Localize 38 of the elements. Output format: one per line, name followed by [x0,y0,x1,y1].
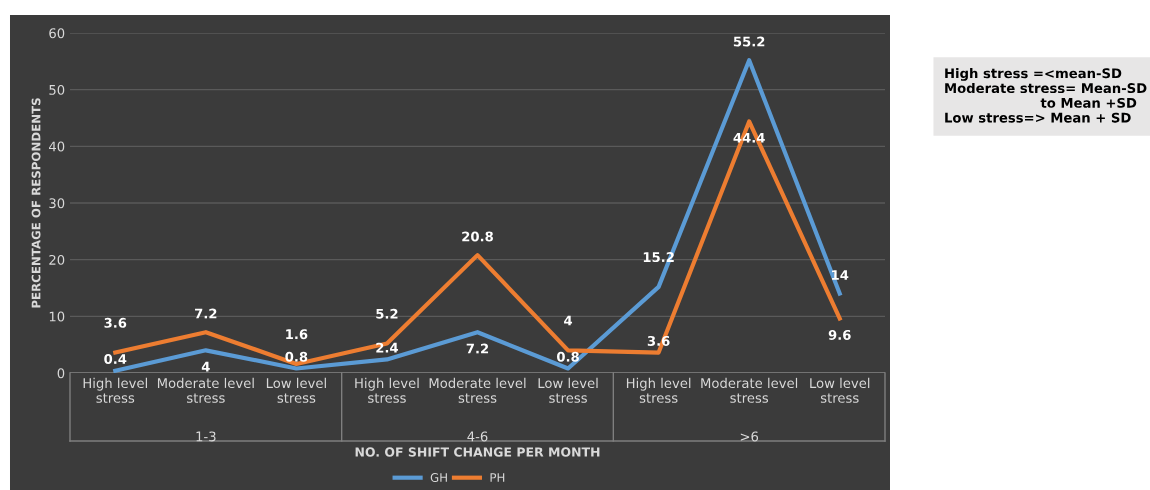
legend-label: GH [430,473,447,482]
data-label: 2.4 [376,342,399,353]
legend-label: PH [490,473,505,482]
y-tick-label: 50 [49,84,65,95]
y-tick-label: 30 [49,198,65,209]
data-label: 4 [564,315,573,326]
x-tick-label: High level stress [83,377,147,403]
x-tick-label: Low level stress [266,377,326,403]
data-label: 3.6 [104,317,127,328]
x-axis-title: NO. OF SHIFT CHANGE PER MONTH [355,447,600,457]
data-label: 4 [201,361,210,372]
data-label: 5.2 [376,308,398,319]
data-label: 55.2 [733,36,765,47]
y-tick-label: 0 [57,368,65,379]
text: 1-3 [196,431,216,442]
data-label: 9.6 [828,329,851,340]
x-tick-label: Moderate level stress [701,377,798,403]
y-tick-label: 40 [48,141,65,152]
y-tick-label: 10 [49,311,65,322]
y-tick-label: 20 [49,254,65,265]
y-tick-label: 60 [49,28,65,39]
text: 4-6 [467,431,488,442]
text: High stress =<mean-SD Moderate stress= Mean-SD to Mean +SD Low stress=> Mean + SD [945,68,1147,123]
x-tick-label: High level stress [626,377,691,403]
data-label: 20.8 [462,231,493,242]
data-label: 0.8 [285,351,308,362]
x-tick-label: Low level stress [538,377,598,403]
data-label: 1.6 [286,329,308,340]
y-axis-title: PERCENTAGE OF RESPONDENTS [31,98,41,308]
x-tick-label: Moderate level stress [429,377,526,403]
x-tick-label: Moderate level stress [157,377,254,403]
data-label: 7.2 [195,308,217,319]
data-label: 0.8 [557,351,579,362]
text: >6 [740,431,759,442]
data-label: 0.4 [104,354,127,365]
data-label: 7.2 [466,343,489,354]
x-tick-label: Low level stress [810,377,870,403]
x-tick-label: High level stress [355,377,419,403]
